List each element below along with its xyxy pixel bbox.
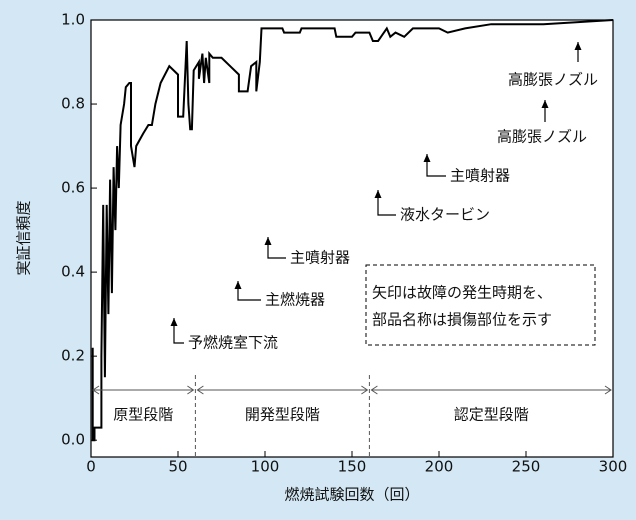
y-tick-label: 0.4 — [61, 263, 85, 281]
y-tick-label: 0.8 — [61, 95, 85, 113]
y-tick-label: 0.6 — [61, 179, 85, 197]
note-box — [365, 264, 596, 346]
note-line: 矢印は故障の発生時期を、 — [372, 284, 552, 302]
phase-arrow — [92, 385, 195, 395]
phase-arrow — [370, 385, 612, 395]
annotation-line — [173, 318, 184, 344]
annotation: 主噴射器 — [450, 167, 510, 185]
x-tick-label: 100 — [251, 458, 280, 476]
annotation-line — [377, 190, 396, 216]
x-tick-label: 50 — [168, 458, 187, 476]
x-tick-label: 0 — [86, 458, 96, 476]
x-tick-label: 200 — [425, 458, 454, 476]
annotation-arrowhead — [170, 318, 178, 326]
annotation-arrowhead — [541, 100, 549, 108]
y-axis-label: 実証信頼度 — [15, 200, 33, 275]
annotation-arrowhead — [234, 281, 242, 289]
annotation: 高膨張ノズル — [508, 71, 598, 89]
phase-label: 認定型段階 — [454, 406, 529, 424]
y-tick-label: 0.2 — [61, 347, 85, 365]
x-axis-label: 燃焼試験回数（回） — [284, 486, 419, 504]
annotation: 予燃焼室下流 — [188, 334, 278, 352]
y-tick-label: 1.0 — [61, 11, 85, 29]
x-tick-label: 150 — [338, 458, 367, 476]
phase-arrow — [196, 385, 369, 395]
annotation-arrowhead — [374, 190, 382, 198]
annotation: 主噴射器 — [290, 249, 350, 267]
phase-label: 原型段階 — [113, 406, 173, 424]
annotation: 高膨張ノズル — [497, 128, 587, 146]
x-tick-label: 250 — [512, 458, 541, 476]
annotation-arrowhead — [423, 154, 431, 162]
note-line: 部品名称は損傷部位を示す — [372, 311, 552, 329]
data-line — [91, 19, 614, 442]
annotation: 主燃焼器 — [265, 291, 325, 309]
phase-label: 開発型段階 — [245, 406, 320, 424]
annotation-arrowhead — [264, 237, 272, 245]
annotation-arrowhead — [574, 42, 582, 50]
x-tick-label: 300 — [599, 458, 628, 476]
annotation: 液水タービン — [400, 206, 490, 224]
y-tick-label: 0.0 — [61, 431, 85, 449]
